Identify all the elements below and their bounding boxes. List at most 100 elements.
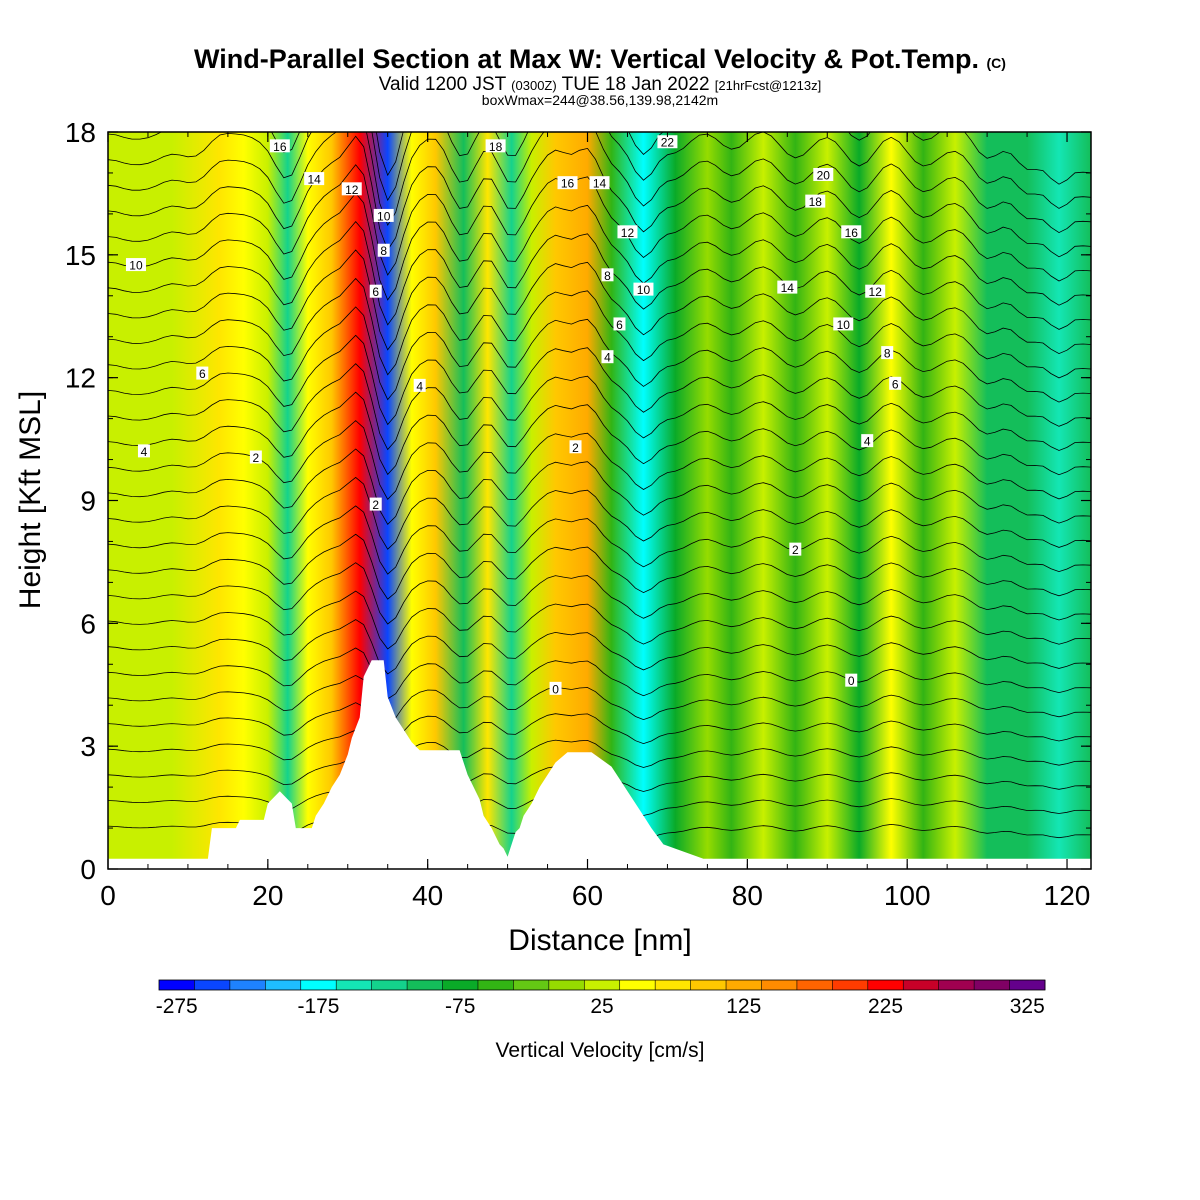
chart-title-text: Wind-Parallel Section at Max W: Vertical… — [194, 44, 979, 74]
colorbar-swatch — [867, 980, 904, 990]
svg-text:6: 6 — [616, 318, 623, 332]
colorbar-swatch — [974, 980, 1011, 990]
svg-text:10: 10 — [837, 318, 851, 332]
svg-text:22: 22 — [661, 136, 675, 150]
colorbar-title: Vertical Velocity [cm/s] — [496, 1039, 705, 1062]
svg-text:0: 0 — [848, 674, 855, 688]
svg-text:14: 14 — [308, 173, 322, 187]
contour-label: 12 — [341, 182, 362, 197]
colorbar-swatch — [194, 980, 231, 990]
colorbar-tick-label: -75 — [445, 995, 475, 1018]
contour-label: 2 — [789, 542, 802, 557]
svg-text:14: 14 — [593, 177, 607, 191]
colorbar-swatch — [159, 980, 195, 990]
theta-contour-line — [108, 132, 1091, 209]
contour-label: 10 — [833, 317, 854, 332]
colorbar-swatch — [336, 980, 373, 990]
contour-label: 16 — [841, 225, 862, 240]
theta-contour-line — [108, 220, 1091, 330]
svg-text:18: 18 — [809, 195, 823, 209]
contour-label: 20 — [813, 167, 834, 182]
colorbar-swatch — [655, 980, 692, 990]
y-axis: 0 3 6 9 12 15 18 — [65, 117, 1091, 885]
svg-text:16: 16 — [561, 177, 575, 191]
theta-contour-line — [108, 647, 1091, 700]
theta-contour-line — [108, 448, 1091, 525]
y-tick-label: 12 — [65, 363, 96, 394]
svg-text:6: 6 — [372, 285, 379, 299]
contour-label: 0 — [549, 681, 562, 696]
x-tick-label: 60 — [572, 880, 603, 911]
colorbar: -275 -175 -75 25 125 225 325 — [156, 979, 1046, 1018]
svg-text:0: 0 — [552, 682, 559, 696]
svg-text:4: 4 — [864, 435, 871, 449]
svg-text:4: 4 — [141, 445, 148, 459]
valid-date: TUE 18 Jan 2022 — [561, 74, 710, 95]
colorbar-tick-label: 225 — [868, 995, 903, 1018]
contour-label: 12 — [617, 225, 638, 240]
chart-title: Wind-Parallel Section at Max W: Vertical… — [0, 44, 1200, 75]
theta-contour-line — [108, 729, 1091, 771]
colorbar-swatch — [726, 980, 762, 990]
svg-text:2: 2 — [253, 451, 260, 465]
svg-text:10: 10 — [637, 283, 651, 297]
colorbar-swatch — [903, 980, 940, 990]
contour-label: 10 — [125, 258, 146, 273]
colorbar-tick-label: -275 — [156, 995, 198, 1018]
svg-text:20: 20 — [817, 168, 831, 182]
theta-contour-line — [108, 306, 1091, 403]
colorbar-tick-label: -175 — [297, 995, 339, 1018]
contour-label: 0 — [845, 673, 858, 688]
colorbar-swatch — [796, 980, 833, 990]
svg-text:12: 12 — [345, 183, 359, 197]
colorbar-swatch — [832, 980, 869, 990]
svg-text:10: 10 — [129, 259, 143, 273]
contour-label: 18 — [805, 194, 826, 209]
y-tick-label: 3 — [80, 731, 96, 762]
colorbar-swatch — [477, 980, 514, 990]
theta-contour-line — [108, 132, 1091, 234]
colorbar-tick-label: 125 — [726, 995, 761, 1018]
colorbar-swatch — [407, 980, 444, 990]
colorbar-swatch — [690, 980, 727, 990]
svg-text:10: 10 — [377, 209, 391, 223]
theta-contour-line — [108, 391, 1091, 476]
theta-contour-line — [108, 533, 1091, 600]
contour-label: 6 — [196, 366, 209, 381]
y-tick-label: 18 — [65, 117, 96, 148]
contour-label: 16 — [557, 176, 578, 191]
x-tick-label: 120 — [1044, 880, 1091, 911]
svg-text:18: 18 — [489, 140, 503, 154]
theta-contour-line — [108, 562, 1091, 625]
contour-label: 14 — [777, 280, 798, 295]
contour-label: 14 — [589, 176, 610, 191]
y-tick-label: 15 — [65, 240, 96, 271]
svg-text:6: 6 — [892, 377, 899, 391]
theta-contour-line — [108, 702, 1091, 747]
x-tick-label: 20 — [252, 880, 283, 911]
contour-label: 10 — [633, 282, 654, 297]
colorbar-swatch — [938, 980, 975, 990]
contour-label: 16 — [269, 139, 290, 154]
svg-text:12: 12 — [869, 285, 883, 299]
x-axis: 0 20 40 60 80 100 120 — [100, 132, 1090, 911]
valid-prefix: Valid 1200 JST — [378, 74, 506, 95]
contour-label: 22 — [657, 135, 678, 150]
x-tick-label: 0 — [100, 880, 116, 911]
utc-time: (0300Z) — [511, 78, 557, 93]
svg-text:12: 12 — [621, 226, 635, 240]
svg-text:8: 8 — [884, 347, 891, 361]
contour-label: 8 — [377, 243, 390, 258]
theta-contour-line — [108, 192, 1091, 306]
colorbar-swatch — [1009, 980, 1046, 990]
theta-contour-line — [108, 135, 1091, 258]
contour-label: 6 — [613, 317, 626, 332]
x-axis-label: Distance [nm] — [508, 924, 691, 957]
theta-contour-line — [108, 590, 1091, 650]
copyright-mark: (C) — [986, 55, 1006, 71]
theta-contour-line — [108, 619, 1091, 675]
forecast-info: [21hrFcst@1213z] — [714, 78, 822, 93]
svg-text:16: 16 — [845, 226, 859, 240]
svg-text:8: 8 — [604, 269, 611, 283]
colorbar-swatch — [513, 980, 550, 990]
